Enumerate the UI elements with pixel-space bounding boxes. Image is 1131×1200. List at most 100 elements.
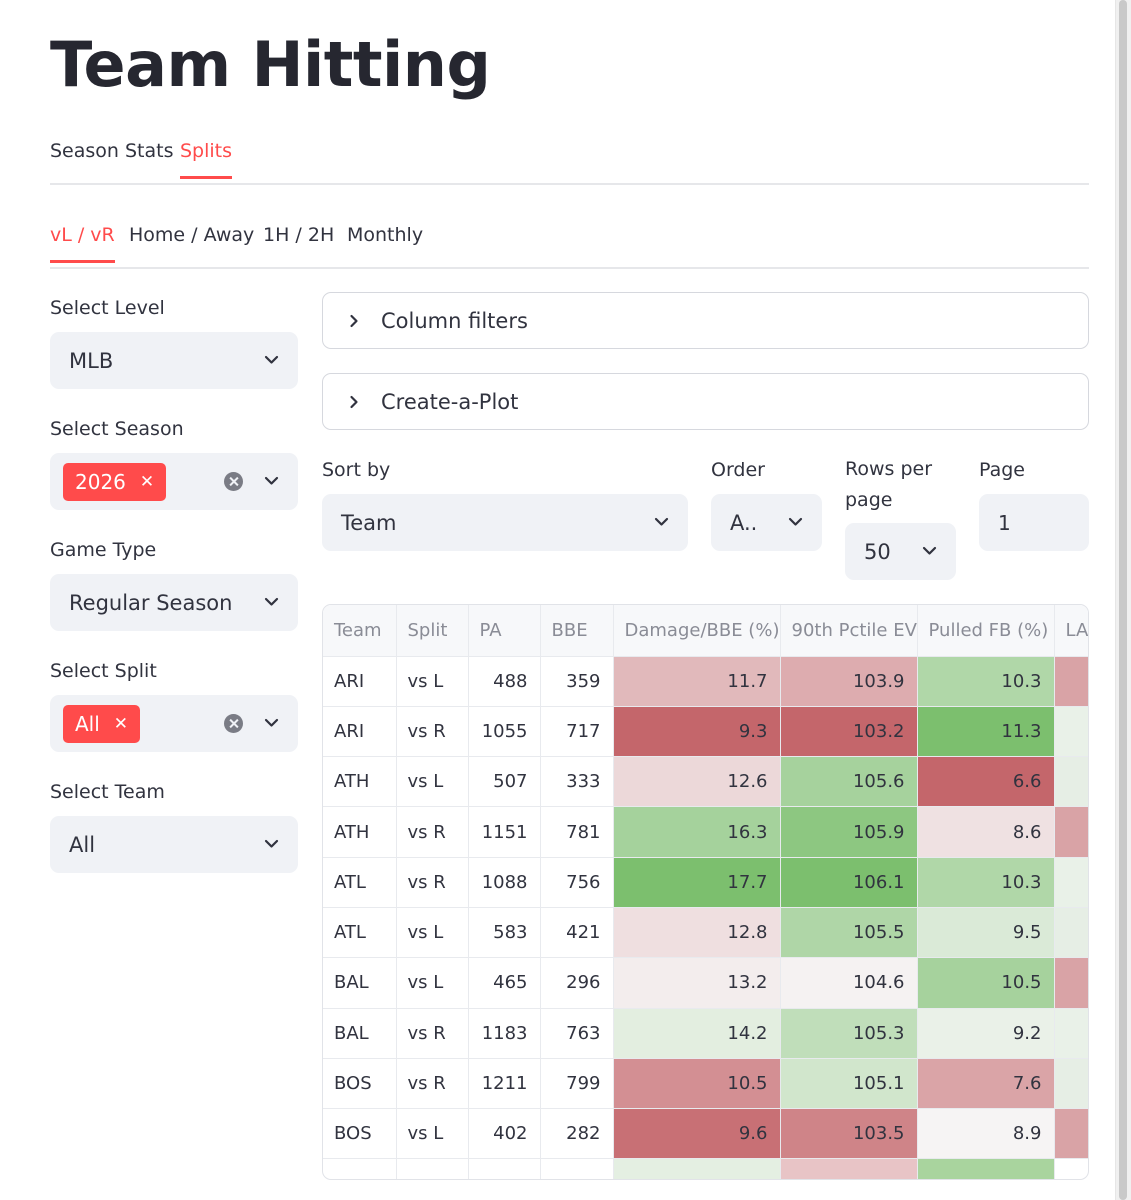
cell-team: BOS [323, 1058, 397, 1110]
clear-icon[interactable] [224, 472, 243, 491]
column-header-ev90[interactable]: 90th Pctile EV [780, 605, 918, 657]
cell-ev90: 105.9 [780, 806, 918, 858]
column-header-la[interactable]: LA [1054, 605, 1088, 657]
table-cell [1054, 1158, 1088, 1179]
cell-bbe: 421 [540, 907, 614, 959]
cell-bbe: 799 [540, 1058, 614, 1110]
chip-close-icon[interactable]: ✕ [113, 713, 129, 734]
table-cell [323, 1158, 397, 1179]
select-team[interactable]: All [50, 816, 298, 873]
cell-damage: 11.7 [613, 656, 781, 707]
column-header-damage[interactable]: Damage/BBE (%) [613, 605, 781, 657]
chevron-down-icon [263, 593, 280, 610]
rows-per-page-value: 50 [864, 539, 891, 564]
cell-split: vs R [396, 1058, 469, 1110]
rows-per-page-label-2: page [845, 489, 893, 511]
split-chip[interactable]: All ✕ [63, 704, 141, 743]
cell-la [1054, 957, 1088, 1009]
cell-damage: 9.6 [613, 1108, 781, 1160]
cell-team: BAL [323, 957, 397, 1009]
cell-damage: 10.5 [613, 1058, 781, 1110]
page-title: Team Hitting [50, 28, 491, 101]
data-table[interactable]: Team Split PA BBE Damage/BBE (%) 90th Pc… [322, 604, 1089, 1180]
sort-by-select[interactable]: Team [322, 494, 688, 551]
cell-team: BOS [323, 1108, 397, 1160]
tab-home-away[interactable]: Home / Away [129, 224, 255, 246]
tab-vl-vr[interactable]: vL / vR [50, 224, 115, 263]
cell-pa: 488 [468, 656, 541, 707]
table-cell [468, 1158, 541, 1179]
table-row: ATL vs R 1088 756 17.7 106.1 10.3 [323, 857, 1088, 908]
cell-la [1054, 857, 1088, 908]
split-tabs: vL / vR Home / Away 1H / 2H Monthly [50, 222, 1089, 269]
tab-season-stats[interactable]: Season Stats [50, 140, 174, 162]
chip-close-icon[interactable]: ✕ [139, 471, 155, 492]
chevron-down-icon [263, 714, 280, 731]
chevron-down-icon [653, 513, 670, 530]
table-cell [780, 1158, 918, 1179]
cell-bbe: 717 [540, 706, 614, 758]
cell-team: ATH [323, 756, 397, 808]
cell-ev90: 106.1 [780, 857, 918, 908]
create-a-plot-expander[interactable]: Create-a-Plot [322, 373, 1089, 430]
clear-icon[interactable] [224, 714, 243, 733]
cell-la [1054, 706, 1088, 758]
column-header-pa[interactable]: PA [468, 605, 541, 657]
order-label: Order [711, 459, 765, 481]
chevron-down-icon [263, 351, 280, 368]
cell-ev90: 104.6 [780, 957, 918, 1009]
cell-pa: 1055 [468, 706, 541, 758]
game-type-value: Regular Season [69, 590, 233, 615]
cell-la [1054, 1058, 1088, 1110]
chevron-down-icon [921, 542, 938, 559]
cell-ev90: 103.9 [780, 656, 918, 707]
select-split-label: Select Split [50, 660, 157, 682]
column-header-team[interactable]: Team [323, 605, 397, 657]
tab-splits[interactable]: Splits [180, 140, 233, 179]
table-cell [396, 1158, 469, 1179]
cell-pa: 1088 [468, 857, 541, 908]
cell-pulled-fb: 11.3 [917, 706, 1055, 758]
cell-pa: 1183 [468, 1008, 541, 1059]
page-scrollbar[interactable] [1115, 0, 1131, 1200]
column-header-split[interactable]: Split [396, 605, 469, 657]
cell-bbe: 359 [540, 656, 614, 707]
column-header-bbe[interactable]: BBE [540, 605, 614, 657]
select-level-label: Select Level [50, 297, 165, 319]
order-select[interactable]: A.. [711, 494, 822, 551]
cell-ev90: 103.5 [780, 1108, 918, 1160]
cell-pulled-fb: 10.3 [917, 656, 1055, 707]
cell-pulled-fb: 9.5 [917, 907, 1055, 959]
cell-ev90: 103.2 [780, 706, 918, 758]
column-header-pulled-fb[interactable]: Pulled FB (%) [917, 605, 1055, 657]
cell-pa: 1211 [468, 1058, 541, 1110]
column-filters-label: Column filters [381, 308, 528, 333]
cell-split: vs L [396, 656, 469, 707]
select-game-type[interactable]: Regular Season [50, 574, 298, 631]
split-chip-label: All [75, 711, 100, 736]
page-number-input[interactable]: 1 [979, 494, 1089, 551]
table-row: BOS vs L 402 282 9.6 103.5 8.9 [323, 1108, 1088, 1160]
cell-pulled-fb: 10.3 [917, 857, 1055, 908]
table-cell [540, 1158, 614, 1179]
rows-per-page-select[interactable]: 50 [845, 523, 956, 580]
table-cell [917, 1158, 1055, 1179]
select-level[interactable]: MLB [50, 332, 298, 389]
select-season[interactable]: 2026 ✕ [50, 453, 298, 510]
cell-damage: 16.3 [613, 806, 781, 858]
cell-la [1054, 1008, 1088, 1059]
cell-bbe: 763 [540, 1008, 614, 1059]
scrollbar-thumb[interactable] [1119, 0, 1127, 1200]
chevron-down-icon [263, 472, 280, 489]
cell-pa: 1151 [468, 806, 541, 858]
season-chip[interactable]: 2026 ✕ [63, 462, 167, 501]
table-row: BAL vs R 1183 763 14.2 105.3 9.2 [323, 1008, 1088, 1059]
chevron-right-icon [347, 395, 361, 409]
select-split[interactable]: All ✕ [50, 695, 298, 752]
tab-monthly[interactable]: Monthly [347, 224, 424, 246]
cell-la [1054, 656, 1088, 707]
cell-split: vs R [396, 857, 469, 908]
select-team-value: All [69, 832, 96, 857]
column-filters-expander[interactable]: Column filters [322, 292, 1089, 349]
tab-1h-2h[interactable]: 1H / 2H [263, 224, 335, 246]
